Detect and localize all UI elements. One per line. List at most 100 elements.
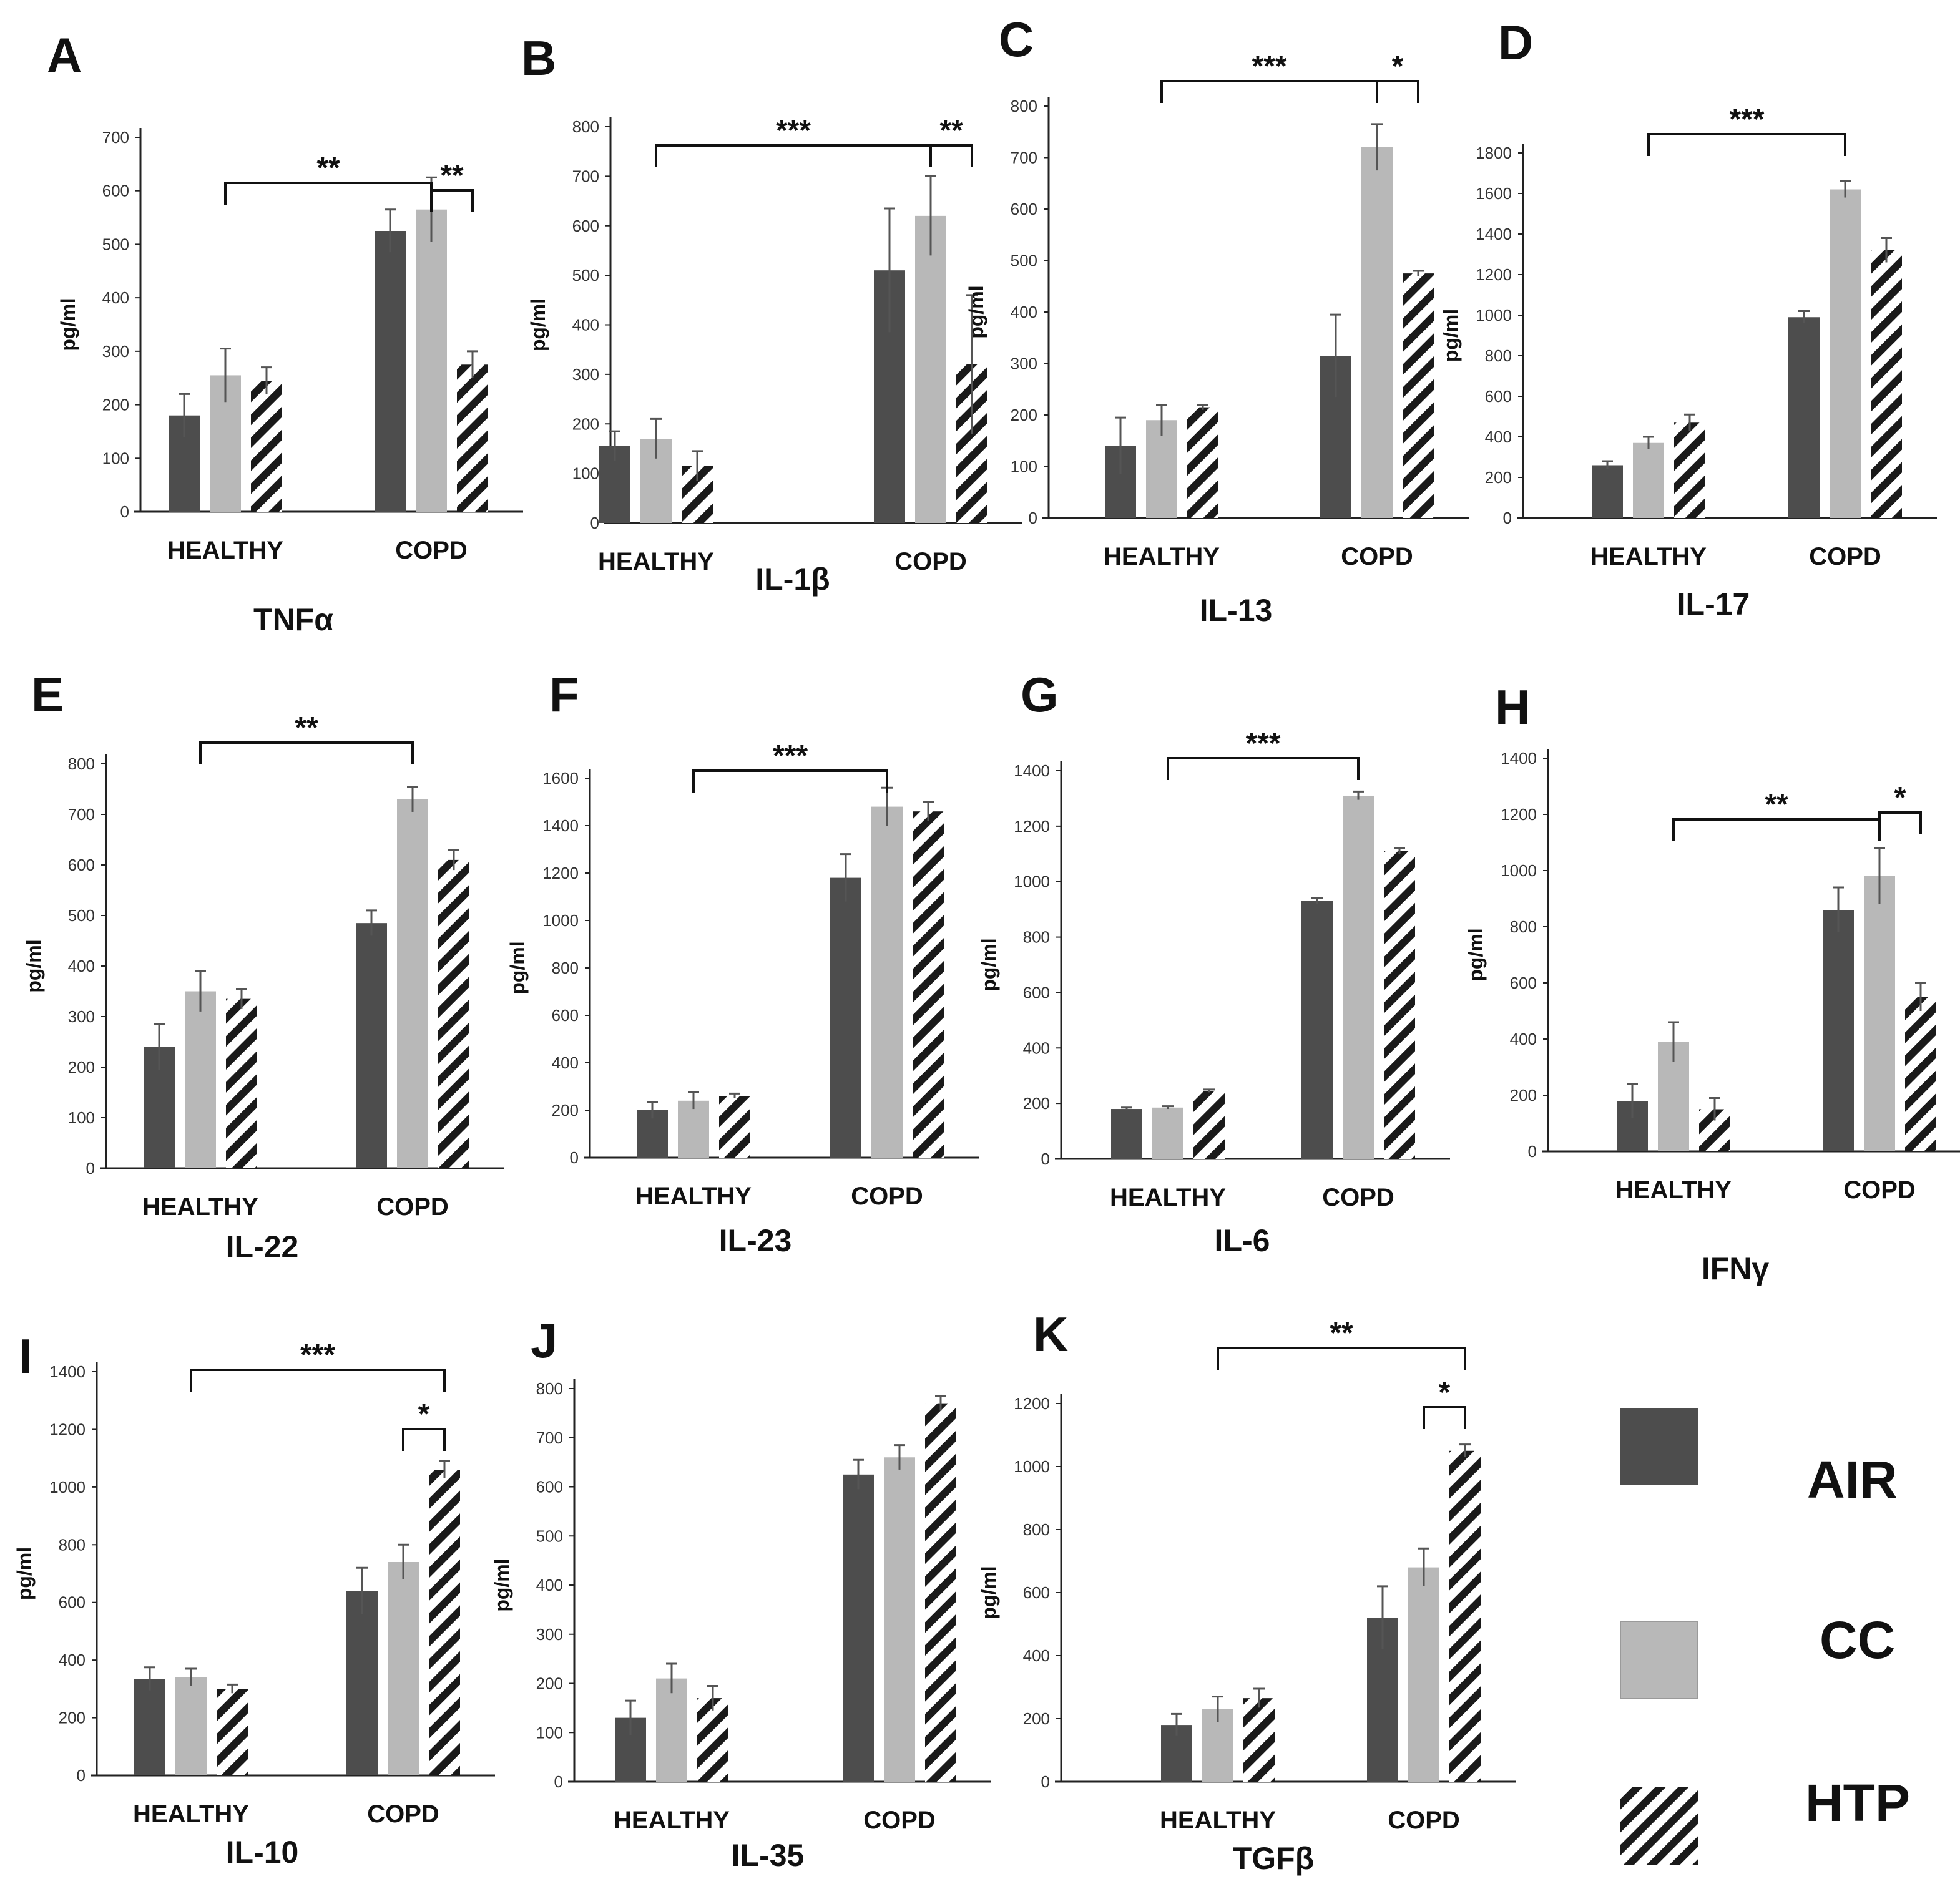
category-label: COPD <box>367 1800 439 1828</box>
category-label: HEALTHY <box>1160 1807 1276 1834</box>
y-tick-label: 1400 <box>542 816 579 835</box>
y-tick-label: 800 <box>68 754 95 773</box>
y-tick-label: 0 <box>1029 509 1037 527</box>
y-tick-label: 1200 <box>542 864 579 882</box>
y-tick-label: 1000 <box>1014 872 1050 891</box>
y-tick-label: 600 <box>59 1593 86 1612</box>
significance-marker: ** <box>440 159 464 192</box>
y-tick-label: 1000 <box>1014 1457 1050 1476</box>
panel-c: C 0 100 200 300 400 500 600 700 800 pg/ml HEALTHY CO… <box>965 12 1469 628</box>
y-tick-label: 1000 <box>1501 861 1537 880</box>
category-label: HEALTHY <box>635 1183 752 1210</box>
y-tick-label: 0 <box>590 514 599 532</box>
significance-bracket <box>1423 1406 1466 1429</box>
significance-bracket <box>1647 133 1846 156</box>
significance-marker: ** <box>939 114 963 147</box>
bar-healthy-htp <box>719 1096 750 1158</box>
y-tick-label: 0 <box>1041 1772 1050 1791</box>
bar-copd-air <box>346 1591 378 1775</box>
y-tick-label: 300 <box>572 365 599 384</box>
y-tick-label: 200 <box>536 1674 563 1693</box>
y-tick-label: 800 <box>536 1379 563 1398</box>
y-tick-label: 600 <box>536 1478 563 1496</box>
cytokine-title: IL-23 <box>719 1223 792 1258</box>
y-tick-label: 300 <box>102 342 129 361</box>
bar-copd-cc <box>1864 876 1895 1151</box>
legend-label-htp: HTP <box>1805 1774 1910 1832</box>
y-tick-label: 0 <box>77 1766 86 1785</box>
bar-healthy-air <box>134 1679 165 1775</box>
bar-copd-htp <box>457 364 488 512</box>
y-tick-label: 100 <box>102 449 129 467</box>
y-tick-label: 0 <box>1041 1150 1050 1168</box>
bar-copd-htp <box>925 1403 956 1782</box>
bar-copd-htp <box>1449 1450 1481 1782</box>
y-tick-label: 1400 <box>1476 225 1512 243</box>
y-tick-label: 600 <box>572 217 599 235</box>
significance-marker: *** <box>1729 103 1764 136</box>
category-label: HEALTHY <box>142 1193 258 1221</box>
legend-label-cc: CC <box>1820 1611 1895 1669</box>
y-tick-label: 1400 <box>1014 761 1050 780</box>
category-label: HEALTHY <box>614 1807 730 1834</box>
y-tick-label: 400 <box>1510 1030 1537 1048</box>
significance-marker: * <box>418 1398 430 1431</box>
y-tick-label: 1200 <box>49 1420 86 1438</box>
panel-letter: E <box>31 667 64 722</box>
cytokine-title: IL-13 <box>1200 593 1273 628</box>
bar-copd-cc <box>388 1562 419 1775</box>
y-tick-label: 300 <box>536 1625 563 1644</box>
significance-marker: *** <box>1252 50 1286 83</box>
bar-healthy-htp <box>1187 407 1218 518</box>
category-label: COPD <box>395 537 468 564</box>
y-tick-label: 100 <box>536 1723 563 1742</box>
y-tick-label: 700 <box>572 167 599 185</box>
category-label: COPD <box>1809 543 1881 570</box>
significance-marker: * <box>1392 50 1404 83</box>
significance-marker: *** <box>776 114 811 147</box>
significance-marker: *** <box>300 1339 335 1372</box>
y-axis-label: pg/ml <box>1464 928 1487 981</box>
bar-copd-htp <box>913 811 944 1158</box>
bar-copd-htp <box>1403 273 1434 518</box>
bar-healthy-cc <box>185 991 216 1168</box>
category-label: HEALTHY <box>1104 543 1220 570</box>
y-tick-label: 400 <box>572 316 599 334</box>
bar-copd-cc <box>871 806 903 1158</box>
significance-marker: ** <box>316 152 340 185</box>
y-tick-label: 1600 <box>1476 184 1512 203</box>
category-label: COPD <box>1341 543 1413 570</box>
bar-healthy-cc <box>175 1677 207 1775</box>
significance-marker: *** <box>1245 727 1280 760</box>
panel-letter: A <box>47 27 82 82</box>
legend-swatch-htp <box>1620 1787 1698 1865</box>
category-label: COPD <box>1843 1176 1916 1204</box>
legend-label-air: AIR <box>1807 1450 1898 1509</box>
bar-copd-air <box>843 1474 874 1782</box>
y-axis-label: pg/ml <box>506 941 529 994</box>
bar-copd-air <box>375 231 406 512</box>
bar-copd-cc <box>1361 147 1393 518</box>
significance-marker: ** <box>1330 1317 1353 1350</box>
y-tick-label: 200 <box>552 1101 579 1120</box>
y-tick-label: 200 <box>102 396 129 414</box>
category-label: HEALTHY <box>167 537 283 564</box>
y-tick-label: 600 <box>552 1006 579 1025</box>
y-tick-label: 1200 <box>1501 805 1537 824</box>
significance-bracket <box>929 144 973 167</box>
significance-marker: *** <box>773 740 808 773</box>
y-tick-label: 800 <box>1023 1520 1050 1539</box>
bar-copd-cc <box>397 799 428 1168</box>
y-tick-label: 700 <box>102 128 129 147</box>
significance-marker: ** <box>1765 788 1788 821</box>
category-label: HEALTHY <box>1590 543 1707 570</box>
y-tick-label: 200 <box>1485 468 1512 487</box>
y-tick-label: 200 <box>1510 1086 1537 1105</box>
y-tick-label: 600 <box>1023 1583 1050 1602</box>
significance-bracket <box>1167 757 1360 780</box>
significance-bracket <box>199 741 414 764</box>
panel-e: E 0 100 200 300 400 500 600 700 800 pg/ml HEALTHY CO… <box>22 667 504 1264</box>
bar-healthy-cc <box>1146 420 1177 518</box>
y-axis-label: pg/ml <box>22 939 45 992</box>
bar-copd-htp <box>438 859 469 1168</box>
